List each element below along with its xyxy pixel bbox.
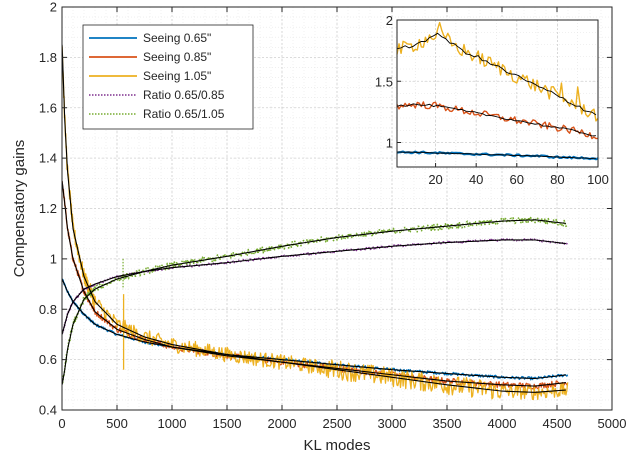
fit-line-0 bbox=[61, 278, 566, 380]
x-tick-label: 4500 bbox=[543, 416, 572, 431]
x-tick-label: 3000 bbox=[378, 416, 407, 431]
inset-plot: 20 40 60 80 100 1 1.5 2 bbox=[375, 13, 609, 187]
series-line-4 bbox=[61, 216, 568, 386]
legend: Seeing 0.65" Seeing 0.85" Seeing 1.05" Rati… bbox=[82, 24, 254, 130]
legend-label-1: Seeing 0.85" bbox=[143, 50, 211, 64]
series-line-2 bbox=[61, 46, 569, 401]
y-tick-label: 0.8 bbox=[39, 302, 57, 317]
y-tick-label: 1.4 bbox=[39, 151, 57, 166]
legend-box bbox=[82, 24, 254, 130]
x-axis-title: KL modes bbox=[304, 437, 371, 454]
x-tick-label: 5000 bbox=[598, 416, 627, 431]
y-tick-label: 1.2 bbox=[39, 201, 57, 216]
x-tick-label: 2000 bbox=[268, 416, 297, 431]
inset-y-tick-label: 1.5 bbox=[375, 74, 393, 89]
inset-fit-line-1 bbox=[396, 103, 596, 137]
y-axis-title: Compensatory gains bbox=[11, 140, 28, 278]
x-tick-label: 4000 bbox=[488, 416, 517, 431]
legend-label-3: Ratio 0.65/0.85 bbox=[143, 88, 225, 102]
y-tick-label: 0.6 bbox=[39, 352, 57, 367]
inset-fit-line-2 bbox=[396, 32, 597, 116]
ticks: 0 500 1000 1500 2000 2500 3000 3500 4000 4500 5000… bbox=[39, 0, 627, 431]
y-tick-label: 1.8 bbox=[39, 50, 57, 65]
inset-x-tick-label: 20 bbox=[428, 172, 442, 187]
inset-series-line-1 bbox=[396, 101, 599, 140]
inset-fit-line-0 bbox=[396, 151, 596, 159]
inset-x-tick-label: 40 bbox=[469, 172, 483, 187]
fit-lines bbox=[61, 44, 566, 393]
x-tick-label: 1000 bbox=[158, 416, 187, 431]
inset-ticks: 20 40 60 80 100 1 1.5 2 bbox=[375, 13, 609, 187]
fit-line-2 bbox=[61, 44, 566, 393]
inset-x-tick-label: 80 bbox=[550, 172, 564, 187]
fit-line-4 bbox=[61, 219, 566, 385]
legend-label-2: Seeing 1.05" bbox=[143, 69, 211, 83]
fit-line-3 bbox=[61, 239, 566, 335]
x-tick-label: 500 bbox=[106, 416, 128, 431]
x-tick-label: 2500 bbox=[323, 416, 352, 431]
x-tick-label: 1500 bbox=[213, 416, 242, 431]
inset-x-tick-label: 60 bbox=[510, 172, 524, 187]
x-tick-label: 0 bbox=[58, 416, 65, 431]
legend-label-4: Ratio 0.65/1.05 bbox=[143, 107, 225, 121]
y-tick-label: 1 bbox=[50, 251, 57, 266]
inset-axes-box bbox=[396, 19, 599, 168]
y-tick-label: 1.6 bbox=[39, 100, 57, 115]
legend-label-0: Seeing 0.65" bbox=[143, 31, 211, 45]
inset-x-tick-label: 100 bbox=[587, 172, 609, 187]
x-tick-label: 3500 bbox=[433, 416, 462, 431]
inset-y-tick-label: 1 bbox=[386, 136, 393, 151]
inset-y-tick-label: 2 bbox=[386, 13, 393, 28]
inset-series bbox=[396, 21, 599, 161]
y-tick-label: 0.4 bbox=[39, 403, 57, 418]
y-tick-label: 2 bbox=[50, 0, 57, 15]
